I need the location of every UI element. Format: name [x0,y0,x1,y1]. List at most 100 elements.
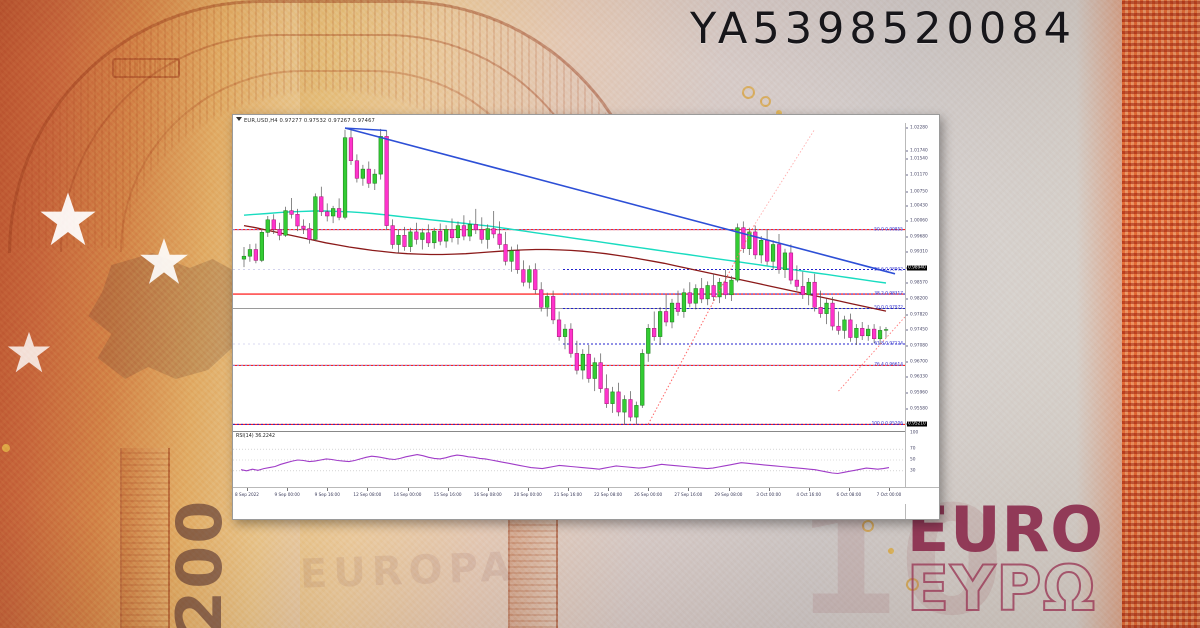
security-circle [906,578,919,591]
banknote-serial-number: YA5398520084 [690,4,1076,54]
time-tick [527,488,529,491]
time-tick [568,488,569,491]
banknote-currency-greek: ΕΥΡΩ [906,552,1097,625]
security-circle [760,96,771,107]
price-highlight-box: 0.95210 [907,421,927,427]
price-tick [906,329,908,331]
time-tick-label: 9 Sep 16:00 [314,492,340,497]
time-tick [407,488,409,491]
price-tick [906,282,908,284]
security-circle [776,110,782,116]
rsi-tick-label: 50 [910,457,916,463]
time-tick [247,488,248,491]
security-circle [742,86,755,99]
time-tick [327,488,329,491]
security-circle [2,444,10,452]
price-tick [906,314,908,316]
time-tick [808,488,810,491]
rsi-tick-label: 100 [910,430,919,436]
price-tick-label: 1.01540 [910,156,928,162]
price-tick-label: 1.00060 [910,218,928,224]
price-plot [233,127,911,425]
chart-header: EUR,USD,H4 0.97277 0.97532 0.97267 0.974… [236,117,375,124]
price-tick [906,191,908,193]
chart-menu-caret-icon[interactable] [236,117,242,121]
time-tick-label: 16 Sep 08:00 [473,492,502,497]
price-tick [906,127,908,129]
time-tick-label: 8 Sep 2022 [235,492,259,497]
price-tick [906,392,908,394]
time-tick [608,488,610,491]
rsi-plot [233,448,905,475]
time-tick [367,488,369,491]
price-tick-label: 0.97820 [910,312,928,318]
arch-capstone [112,58,180,78]
time-tick [889,488,890,491]
eu-star-icon [7,331,51,373]
security-circle [862,520,874,532]
price-tick [906,174,908,176]
price-tick [906,220,908,222]
price-tick-label: 0.99310 [910,249,928,255]
time-tick-label: 21 Sep 16:00 [554,492,582,497]
price-tick [906,298,908,300]
eu-star-icon [40,192,96,246]
rsi-header: RSI(14) 36.2242 [236,434,276,439]
price-highlight-box: 0.98940 [907,265,927,271]
rsi-tick-label: 70 [910,446,916,452]
time-tick [648,488,650,491]
arch-pillar-left [120,448,170,628]
price-axis[interactable]: 1.02280 1.01740 1.01540 1.01170 1.00750 1.004… [905,123,939,519]
price-tick-label: 1.00750 [910,189,928,195]
time-tick-label: 26 Sep 00:00 [634,492,663,497]
time-tick [768,488,770,491]
time-tick [287,488,289,491]
price-tick [906,361,908,363]
price-tick-label: 0.97450 [910,327,928,333]
price-tick-label: 0.96330 [910,374,928,380]
time-tick-label: 29 Sep 08:00 [714,492,743,497]
time-tick-label: 3 Oct 00:00 [756,492,781,497]
time-tick [447,488,449,491]
price-tick-label: 0.97080 [910,343,928,349]
price-tick-label: 0.95960 [910,390,928,396]
time-tick [688,488,690,491]
time-tick [848,488,850,491]
time-tick-label: 22 Sep 08:00 [594,492,623,497]
time-tick-label: 15 Sep 16:00 [433,492,462,497]
time-tick-label: 12 Sep 08:00 [353,492,382,497]
banknote-right-fade [1076,0,1122,628]
time-tick [728,488,730,491]
rsi-pane[interactable]: RSI(14) 36.2242 [233,433,905,487]
eu-star-icon [140,238,188,284]
price-tick [906,251,908,253]
price-tick [906,158,908,160]
price-tick-label: 0.98570 [910,280,928,286]
security-circle [888,548,894,554]
price-chart-pane[interactable] [233,123,911,433]
time-axis[interactable]: 8 Sep 2022 9 Sep 00:00 9 Sep 16:00 12 Sep 0… [233,487,939,504]
price-tick [906,205,908,207]
price-tick-label: 0.96700 [910,359,928,365]
time-tick-label: 14 Sep 00:00 [393,492,422,497]
price-tick-label: 1.01170 [910,172,928,178]
price-tick-label: 1.02280 [910,125,928,131]
banknote-denomination: 200 [163,498,236,628]
time-tick-label: 4 Oct 16:00 [796,492,822,497]
time-tick-label: 9 Sep 00:00 [274,492,300,497]
price-tick [906,376,908,378]
rsi-tick-label: 30 [910,468,916,474]
pane-separator [233,431,905,432]
price-tick [906,236,908,238]
price-tick-label: 1.01740 [910,148,928,154]
time-tick-label: 27 Sep 16:00 [674,492,703,497]
trading-chart-window[interactable]: EUR,USD,H4 0.97277 0.97532 0.97267 0.974… [232,114,940,520]
price-tick-label: 0.99680 [910,234,928,240]
price-tick-label: 0.98200 [910,296,928,302]
price-tick [906,345,908,347]
banknote-ghost-word: EUROPA [299,544,518,598]
time-tick [487,488,489,491]
time-tick-label: 6 Oct 08:00 [836,492,862,497]
price-tick [906,408,908,410]
